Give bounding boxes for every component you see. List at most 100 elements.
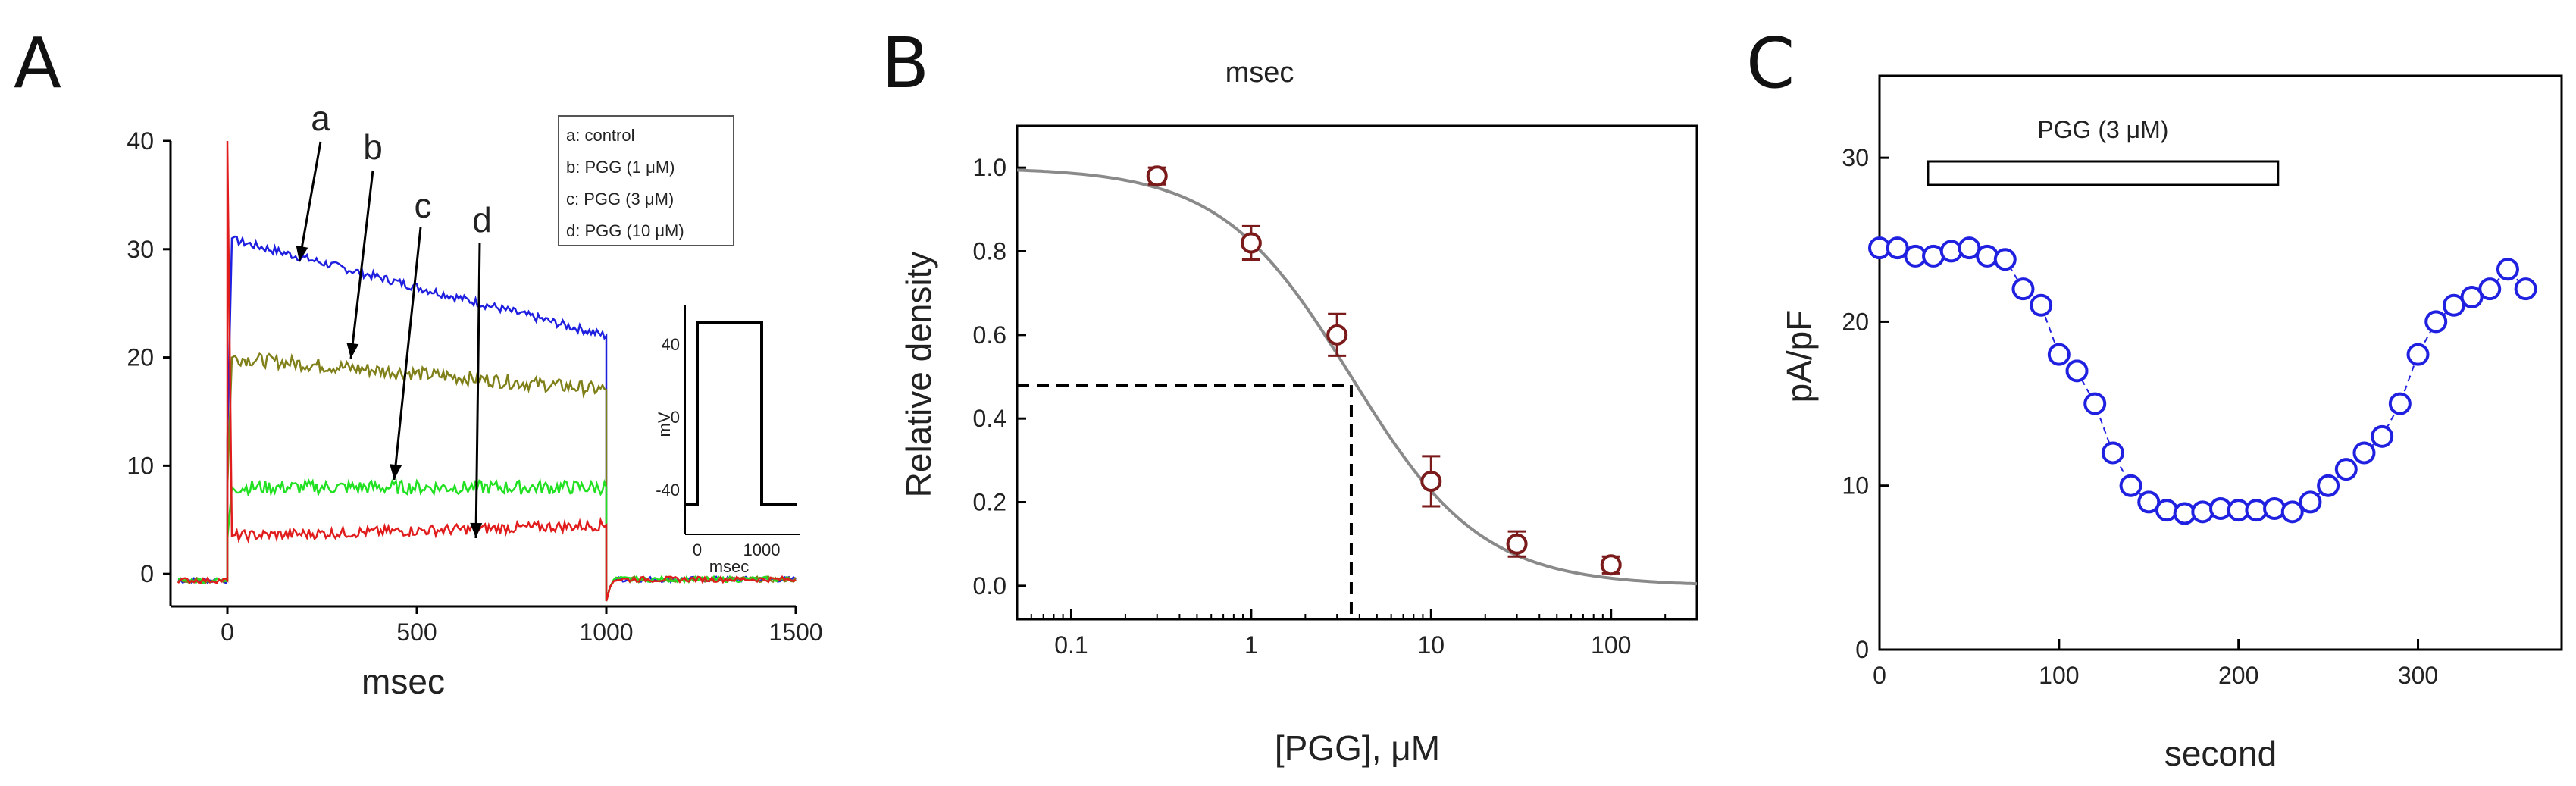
panel-a-y-tick-label: 0 xyxy=(140,560,154,587)
panel-b-title: msec xyxy=(1225,57,1294,89)
panel-a: A 0 10 20 30 40 0 500 1000 1500 abc d msec a: con… xyxy=(14,23,823,701)
data-point xyxy=(2083,392,2107,415)
panel-c-y-tick-label: 30 xyxy=(1842,144,1869,171)
arrow-c-head xyxy=(390,464,402,480)
panel-a-inset: 40 0 -40 0 1000 msec mV xyxy=(655,297,800,576)
data-point xyxy=(2514,277,2537,301)
data-point xyxy=(2442,293,2465,317)
data-point xyxy=(1993,248,2017,271)
data-point xyxy=(2119,474,2142,497)
arrow-d-line xyxy=(474,242,481,539)
data-point xyxy=(2334,458,2358,481)
data-point xyxy=(1326,324,1348,346)
inset-y-tick-40: 40 xyxy=(662,335,680,354)
data-point xyxy=(2406,343,2430,366)
data-point xyxy=(2478,277,2502,301)
data-point xyxy=(2317,474,2340,497)
panel-b-axes-frame xyxy=(1016,124,1698,621)
inset-voltage-step xyxy=(685,321,797,506)
panel-a-x-tick-label: 500 xyxy=(396,618,437,646)
panel-b-y-tick-label: 0.6 xyxy=(973,321,1006,349)
panel-a-axes xyxy=(169,141,796,608)
data-point xyxy=(1600,554,1622,576)
data-point xyxy=(1420,470,1442,492)
panel-b-x-tick-label: 10 xyxy=(1418,631,1445,659)
data-point xyxy=(2263,496,2286,520)
data-point xyxy=(1240,232,1262,254)
data-point xyxy=(2496,258,2519,281)
panel-a-letter: A xyxy=(14,23,61,104)
inset-x-tick-1000: 1000 xyxy=(743,540,781,559)
panel-b-x-tick-label: 1 xyxy=(1244,631,1258,659)
data-point xyxy=(2371,424,2394,448)
panel-a-legend: a: control b: PGG (1 μM) c: PGG (3 μM) d… xyxy=(558,115,734,246)
panel-a-x-label: msec xyxy=(362,662,445,701)
arrow-b-line xyxy=(349,170,374,359)
panel-c-y-tick-label: 0 xyxy=(1855,636,1869,663)
data-point xyxy=(2299,490,2322,514)
arrow-d-label: d xyxy=(472,200,492,240)
data-point xyxy=(2137,490,2161,514)
data-point xyxy=(1886,236,1909,260)
arrow-c-line xyxy=(393,227,422,481)
inset-x-label: msec xyxy=(709,557,750,576)
inset-x-tick-0: 0 xyxy=(693,540,702,559)
panel-b-y-tick-label: 0.8 xyxy=(973,238,1006,265)
panel-c-x-tick-label: 200 xyxy=(2218,662,2258,689)
panel-b-x-label: [PGG], μM xyxy=(1275,728,1440,768)
arrow-a-line xyxy=(298,141,322,262)
panel-b-y-tick-label: 1.0 xyxy=(973,154,1006,181)
panel-c-axes-frame xyxy=(1878,74,2563,651)
legend-entry-b: b: PGG (1 μM) xyxy=(566,158,675,177)
panel-b-x-tick-label: 100 xyxy=(1591,631,1631,659)
panel-b-y-tick-label: 0.4 xyxy=(973,405,1006,432)
legend-entry-c: c: PGG (3 μM) xyxy=(566,189,674,208)
pgg-application-bar xyxy=(1927,160,2280,186)
panel-c-y-tick-label: 10 xyxy=(1842,472,1869,499)
panel-a-y-tick-label: 10 xyxy=(127,452,154,479)
data-point xyxy=(1939,240,1963,263)
legend-box xyxy=(558,115,734,246)
inset-y-tick-neg40: -40 xyxy=(656,481,680,499)
panel-a-y-tick-label: 30 xyxy=(127,236,154,263)
data-point xyxy=(2460,285,2484,308)
panel-c-y-tick-label: 20 xyxy=(1842,308,1869,335)
data-point xyxy=(2155,499,2178,522)
panel-b-y-tick-label: 0.0 xyxy=(973,572,1006,600)
panel-a-x-tick-label: 1500 xyxy=(768,618,822,646)
data-point xyxy=(2047,343,2071,366)
pgg-application-label: PGG (3 μM) xyxy=(2037,116,2168,143)
panel-b: B msec 0.0 0.2 0.4 0.6 0.8 1.0 0.1 1 10 100 [PGG]… xyxy=(881,23,1698,768)
data-point xyxy=(2030,293,2053,317)
panel-a-y-tick-label: 40 xyxy=(127,127,154,155)
legend-entry-d: d: PGG (10 μM) xyxy=(566,221,684,240)
arrow-b-head xyxy=(346,343,359,359)
arrow-a-label: a xyxy=(311,99,330,138)
legend-entry-a: a: control xyxy=(566,126,635,145)
arrow-b-label: b xyxy=(363,127,383,167)
inset-background xyxy=(677,297,800,562)
inset-y-label: mV xyxy=(655,412,674,437)
data-point xyxy=(2191,500,2214,524)
panel-a-y-tick-label: 20 xyxy=(127,344,154,371)
data-point xyxy=(1958,236,1981,260)
panel-c-x-tick-label: 300 xyxy=(2398,662,2438,689)
panel-b-y-label: Relative density xyxy=(899,252,938,498)
data-point xyxy=(2424,310,2448,334)
panel-c-letter: C xyxy=(1746,23,1795,104)
data-point xyxy=(2011,277,2035,301)
data-point xyxy=(2280,500,2304,524)
panel-b-letter: B xyxy=(881,23,929,104)
hill-fit-curve xyxy=(1016,168,1698,586)
inset-y-tick-0: 0 xyxy=(671,408,680,427)
arrow-a-head xyxy=(296,245,308,261)
arrow-c-label: c xyxy=(415,186,432,225)
panel-c-x-tick-label: 100 xyxy=(2039,662,2079,689)
data-point xyxy=(1146,165,1168,187)
panel-a-x-tick-label: 0 xyxy=(221,618,234,646)
panel-c-x-label: second xyxy=(2164,734,2277,773)
panel-b-x-tick-label: 0.1 xyxy=(1054,631,1088,659)
panel-b-y-tick-label: 0.2 xyxy=(973,489,1006,516)
